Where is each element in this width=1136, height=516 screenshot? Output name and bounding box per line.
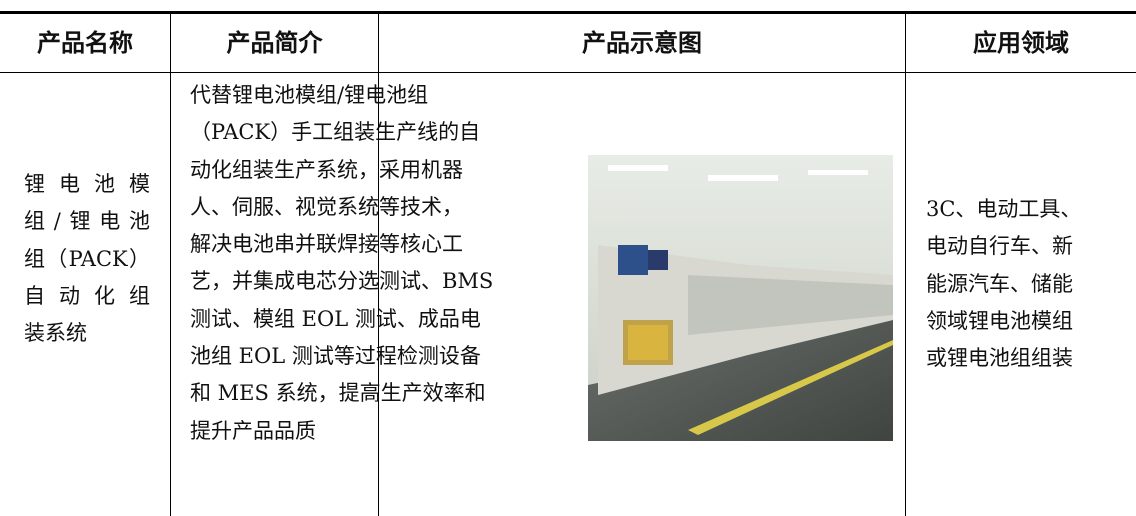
application-cell: 3C、电动工具、 电动自行车、新 能源汽车、储能 领域锂电池模组 或锂电池组组装 [926,191,1126,377]
text-line: 组/锂电池 [24,209,150,234]
table-top-rule [0,11,1136,14]
text-line: （PACK）手工组装生产线的自 [190,120,481,145]
text-line: 组（PACK） [24,246,150,271]
column-rule [378,14,379,516]
text-line: 解决电池串并联焊接等核心工 [190,232,463,257]
text-line: 测试、模组 EOL 测试、成品电 [190,306,481,331]
column-rule [905,14,906,516]
text-line: 艺，并集成电芯分选测试、BMS [190,269,494,294]
product-photo [588,155,893,441]
product-name-cell: 锂电池模组/锂电池组（PACK） 自动化组装系统 [24,166,150,352]
text-line: 能源汽车、储能 [926,271,1073,296]
header-cell: 产品名称 [37,29,133,57]
text-line: 提升产品品质 [190,418,316,443]
text-line: 代替锂电池模组/锂电池组 [190,83,429,107]
text-line: 领域锂电池模组 [926,308,1073,333]
header-cell: 产品简介 [226,29,323,57]
text-line: 动化组装生产系统，采用机器 [190,157,463,182]
text-line: 或锂电池组组装 [926,346,1073,371]
text-line: 装系统 [24,321,87,346]
text-line: 电动自行车、新 [926,234,1073,259]
header-rule [0,72,1136,73]
text-line: 池组 EOL 测试等过程检测设备 [190,344,481,369]
product-description-cell: 代替锂电池模组/锂电池组 （PACK）手工组装生产线的自 动化组装生产系统，采用机器… [190,77,494,450]
text-line: 人、伺服、视觉系统等技术， [190,194,463,219]
text-line: 3C、电动工具、 [926,197,1082,221]
header-cell: 应用领域 [973,29,1069,57]
header-cell: 产品示意图 [582,29,702,57]
text-line: 自动化组 [24,283,150,308]
text-line: 锂电池模 [24,172,150,196]
text-line: 和 MES 系统，提高生产效率和 [190,381,486,406]
column-rule [170,14,171,516]
